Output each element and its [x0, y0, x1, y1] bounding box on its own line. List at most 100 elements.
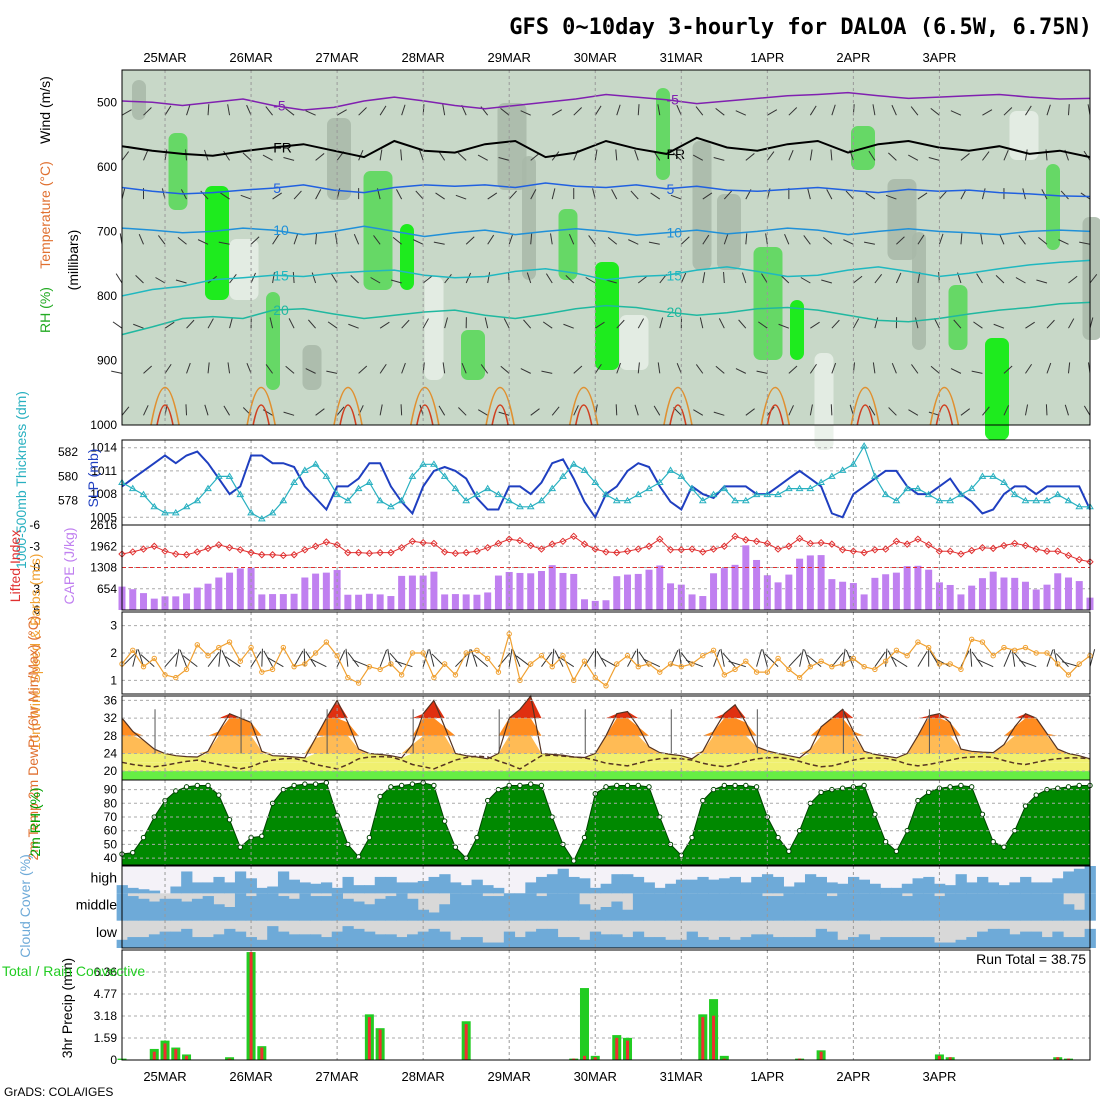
isotherm-25 [150, 387, 180, 426]
rh-2m-marker [624, 782, 631, 789]
isotherm-25 [929, 387, 960, 426]
cloud-cover-bar-low [654, 937, 666, 948]
upper-wind-barb [396, 189, 403, 200]
cloud-cover-bar-low [751, 934, 763, 948]
cloud-cover-bar-middle [955, 893, 967, 921]
surface-wind-barb [600, 657, 617, 668]
rh-2m-marker [226, 817, 233, 823]
cape-bar [656, 565, 664, 610]
upper-wind-barb [246, 362, 252, 374]
lifted-index-marker [677, 546, 685, 554]
surface-wind-barb [132, 649, 138, 667]
upper-wind-barb [778, 323, 790, 329]
wind-speed-marker [162, 672, 168, 678]
upper-wind-barb [933, 318, 940, 329]
thickness-marker [139, 490, 148, 498]
thickness-marker [430, 460, 438, 467]
surface-wind-barb [1013, 652, 1026, 667]
rh-2m-marker [1076, 782, 1082, 789]
upper-wind-barb [573, 365, 583, 374]
lifted-index-marker [559, 537, 567, 545]
lifted-index-marker [1054, 547, 1062, 555]
cloud-cover-bar-low [396, 937, 408, 948]
rh-2m-marker [517, 782, 523, 789]
upper-wind-barb [594, 149, 598, 161]
date-label-bottom: 27MAR [315, 1069, 358, 1084]
wind-speed-marker [291, 663, 297, 670]
cloud-cover-bar-high [396, 882, 408, 894]
upper-wind-barb [455, 194, 467, 200]
isotherm-25 [485, 387, 515, 426]
isotherm-30 [252, 404, 270, 426]
lifted-index-marker [301, 546, 309, 554]
upper-wind-barb [628, 239, 639, 245]
upper-wind-barb [723, 233, 729, 245]
rh-2m-marker [1001, 844, 1007, 850]
wind-speed-marker [624, 653, 631, 659]
cloud-cover-bar-high [934, 883, 946, 894]
isotherm-15 [121, 259, 1091, 297]
surface-wind-barb [352, 659, 370, 668]
rh-region [497, 103, 527, 190]
wind-speed-marker [345, 674, 351, 681]
cloud-cover-bar-low [234, 931, 247, 948]
cape-bar [215, 577, 223, 610]
surface-wind-barb [756, 649, 763, 667]
cloud-cover-bar-low [299, 934, 311, 948]
precip-legend: Total / Rain Convective [2, 963, 145, 979]
cloud-cover-bar-middle [686, 893, 698, 921]
wind-speed-marker [915, 639, 921, 645]
upper-wind-barb [634, 404, 639, 416]
rh-2m-marker [538, 782, 545, 789]
cloud-cover-bar-high [191, 882, 204, 894]
thickness-line [121, 444, 1090, 520]
upper-wind-barb [438, 405, 446, 416]
chart-title: GFS 0~10day 3-hourly for DALOA (6.5W, 6.… [509, 15, 1092, 40]
upper-wind-barb [735, 110, 747, 116]
upper-wind-barb [745, 408, 755, 416]
thickness-marker [397, 496, 406, 504]
upper-wind-barb [438, 150, 446, 161]
cloud-cover-bar-high [439, 874, 451, 894]
rh-2m-marker [409, 781, 416, 787]
cloud-cover-bar-high [966, 882, 978, 894]
cloud-cover-bar-middle [751, 893, 763, 921]
cloud-cover-bar-middle [138, 898, 150, 921]
lifted-index-marker [666, 546, 675, 554]
thickness-marker [957, 490, 965, 498]
cloud-cover-bar-low [837, 939, 849, 948]
date-label-top: 31MAR [660, 50, 703, 65]
cape-bar [172, 596, 180, 610]
wind-speed-marker [893, 647, 900, 653]
temp-green-band [122, 771, 1090, 780]
lifted-index-marker [419, 539, 427, 547]
upper-wind-barb [888, 152, 897, 161]
thickness-marker [989, 472, 998, 479]
upper-wind-barb [745, 153, 755, 161]
wind-speed-marker [409, 650, 416, 656]
slp-tick: 1008 [90, 487, 117, 501]
upper-wind-barb [530, 153, 540, 161]
date-label-top: 27MAR [315, 50, 358, 65]
cloud-cover-bar-middle [772, 896, 784, 921]
cloud-cover-bar-low [1063, 937, 1075, 948]
isotherm--5 [121, 91, 1091, 111]
surface-wind-barb [1046, 649, 1054, 667]
upper-wind-barb [442, 104, 446, 116]
slp-tick: 1014 [90, 441, 117, 455]
upper-wind-barb [379, 149, 383, 161]
rh-region [595, 262, 619, 370]
cloud-cover-bar-low [600, 934, 612, 948]
rh-region [814, 353, 834, 450]
rh-2m-marker [818, 789, 824, 796]
cloud-cover-bar-low [310, 934, 322, 948]
lifted-index-marker [1064, 551, 1073, 560]
cloud-cover-bar-middle [557, 893, 569, 921]
upper-wind-barb [637, 275, 648, 284]
upper-wind-barb [478, 409, 488, 416]
rh-2m-marker [366, 834, 373, 841]
cape-bar [451, 594, 459, 610]
surface-wind-barb [807, 654, 822, 668]
cloud-cover-bar-low [213, 934, 225, 948]
